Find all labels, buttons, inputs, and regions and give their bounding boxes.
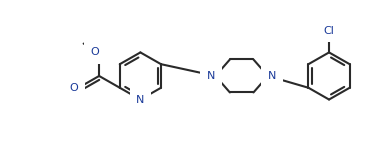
Text: O: O xyxy=(90,47,99,57)
Text: N: N xyxy=(136,94,145,105)
Text: Cl: Cl xyxy=(324,26,334,36)
Text: N: N xyxy=(268,71,276,81)
Text: O: O xyxy=(70,83,79,93)
Text: N: N xyxy=(207,71,215,81)
